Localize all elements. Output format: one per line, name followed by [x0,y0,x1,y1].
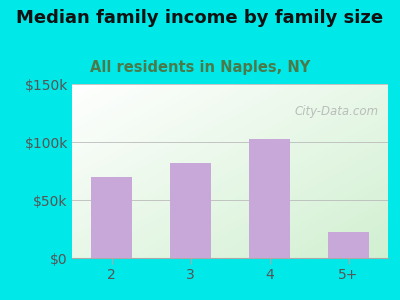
Text: All residents in Naples, NY: All residents in Naples, NY [90,60,310,75]
Bar [170,163,211,258]
Bar [328,232,369,258]
Text: City-Data.com: City-Data.com [294,105,378,118]
Bar [249,139,290,258]
Text: Median family income by family size: Median family income by family size [16,9,384,27]
Bar [91,177,132,258]
